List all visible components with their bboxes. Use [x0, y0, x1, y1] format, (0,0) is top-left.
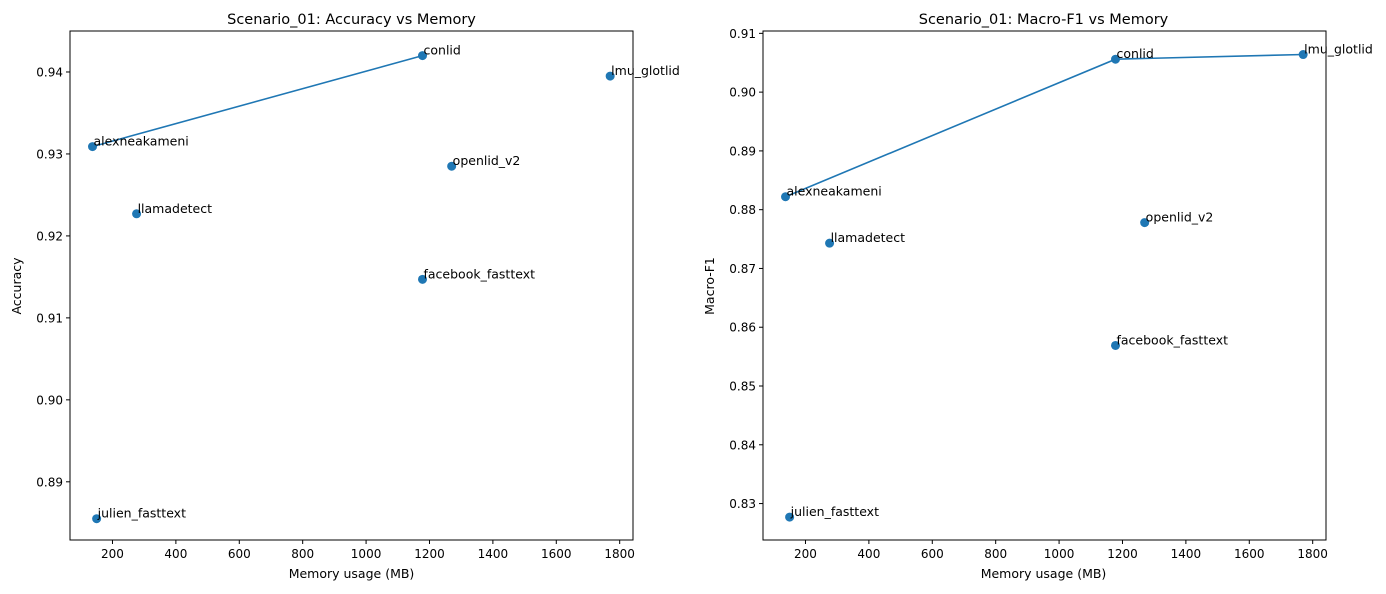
y-tick-label: 0.92 [36, 229, 63, 243]
data-point-openlid_v2 [447, 161, 457, 171]
y-axis-label: Macro-F1 [702, 257, 717, 315]
x-tick-label: 200 [101, 547, 124, 561]
y-tick-label: 0.86 [729, 321, 756, 335]
point-label-alexneakameni: alexneakameni [787, 184, 882, 199]
point-label-lmu_glotlid: lmu_glotlid [611, 63, 680, 78]
y-tick-label: 0.87 [729, 262, 756, 276]
y-tick-label: 0.91 [729, 27, 756, 41]
data-point-julien_fasttext [92, 514, 102, 524]
data-point-lmu_glotlid [1298, 50, 1308, 60]
y-tick-label: 0.85 [729, 380, 756, 394]
x-tick-label: 1000 [1044, 547, 1075, 561]
data-point-julien_fasttext [785, 512, 795, 522]
y-tick-label: 0.93 [36, 147, 63, 161]
y-tick-label: 0.84 [729, 438, 756, 452]
frontier-line [92, 54, 423, 148]
point-label-conlid: conlid [424, 43, 461, 58]
x-tick-label: 800 [984, 547, 1007, 561]
x-tick-label: 1800 [1297, 547, 1328, 561]
data-point-alexneakameni [781, 192, 791, 202]
y-tick-label: 0.90 [729, 86, 756, 100]
point-label-lmu_glotlid: lmu_glotlid [1304, 42, 1373, 57]
accuracy-memory-panel: Scenario_01: Accuracy vs Memory Memory u… [9, 12, 680, 581]
point-label-openlid_v2: openlid_v2 [453, 153, 521, 168]
point-label-julien_fasttext: julien_fasttext [97, 506, 186, 521]
x-tick-label: 1200 [414, 547, 445, 561]
data-point-conlid [418, 51, 428, 61]
x-tick-label: 1600 [1234, 547, 1265, 561]
x-tick-label: 400 [857, 547, 880, 561]
data-point-llamadetect [825, 238, 835, 248]
point-label-facebook_fasttext: facebook_fasttext [424, 266, 536, 281]
y-tick-label: 0.90 [36, 393, 63, 407]
x-tick-label: 1400 [478, 547, 509, 561]
x-tick-label: 1600 [541, 547, 572, 561]
x-tick-label: 600 [228, 547, 251, 561]
data-point-alexneakameni [88, 142, 98, 152]
chart-title: Scenario_01: Accuracy vs Memory [227, 12, 476, 28]
point-label-conlid: conlid [1117, 46, 1154, 61]
plot-frame [69, 30, 634, 541]
y-tick-label: 0.94 [36, 65, 63, 79]
x-tick-label: 1400 [1171, 547, 1202, 561]
data-point-llamadetect [132, 209, 142, 219]
chart-title: Scenario_01: Macro-F1 vs Memory [919, 12, 1169, 28]
point-label-facebook_fasttext: facebook_fasttext [1117, 332, 1229, 347]
point-label-openlid_v2: openlid_v2 [1146, 210, 1214, 225]
y-tick-label: 0.88 [729, 203, 756, 217]
point-label-llamadetect: llamadetect [138, 201, 213, 216]
point-label-llamadetect: llamadetect [831, 230, 906, 245]
x-tick-label: 1200 [1107, 547, 1138, 561]
plot-frame [762, 30, 1327, 541]
point-label-alexneakameni: alexneakameni [94, 134, 189, 149]
x-axis-label: Memory usage (MB) [289, 566, 415, 581]
data-point-conlid [1111, 54, 1121, 64]
data-point-facebook_fasttext [1111, 340, 1121, 350]
x-tick-label: 1800 [604, 547, 635, 561]
macro-f1-memory-panel: Scenario_01: Macro-F1 vs Memory Memory u… [702, 12, 1373, 581]
x-tick-label: 1000 [351, 547, 382, 561]
x-axis-label: Memory usage (MB) [981, 566, 1107, 581]
x-tick-label: 600 [921, 547, 944, 561]
y-tick-label: 0.89 [36, 475, 63, 489]
y-tick-label: 0.91 [36, 311, 63, 325]
y-axis-label: Accuracy [9, 257, 24, 315]
point-label-julien_fasttext: julien_fasttext [790, 504, 879, 519]
x-tick-label: 800 [291, 547, 314, 561]
data-point-openlid_v2 [1140, 218, 1150, 228]
y-tick-label: 0.89 [729, 144, 756, 158]
data-point-lmu_glotlid [605, 71, 615, 81]
x-tick-label: 200 [794, 547, 817, 561]
y-tick-label: 0.83 [729, 497, 756, 511]
x-tick-label: 400 [164, 547, 187, 561]
data-point-facebook_fasttext [418, 274, 428, 284]
frontier-line [785, 53, 1304, 198]
